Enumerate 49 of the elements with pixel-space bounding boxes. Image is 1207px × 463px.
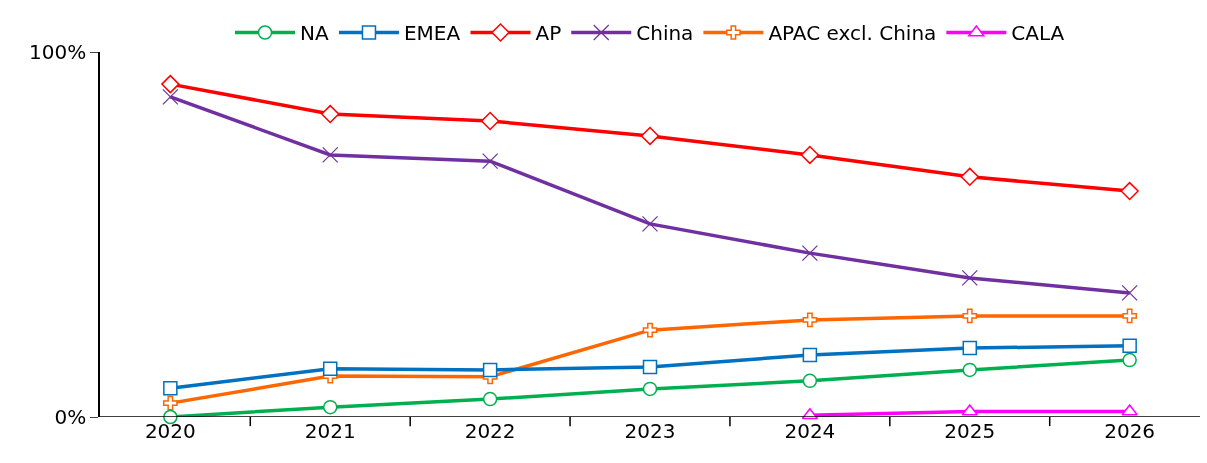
point <box>321 104 340 124</box>
legend-label: China <box>636 21 694 46</box>
point <box>962 340 978 356</box>
point <box>960 167 979 187</box>
x-tick-label: 2023 <box>624 419 676 443</box>
point <box>482 153 499 170</box>
point <box>642 381 658 397</box>
x-tick-label: 2024 <box>784 419 836 443</box>
point <box>642 322 658 338</box>
x-tick-label: 2026 <box>1104 419 1156 443</box>
point <box>801 245 818 262</box>
x-tick-label: 2025 <box>944 419 996 443</box>
point <box>163 380 178 396</box>
point <box>802 373 818 389</box>
point <box>1121 404 1138 416</box>
legend-label: AP <box>535 21 562 46</box>
point <box>161 74 180 94</box>
point <box>640 126 660 146</box>
y-tick-label: 100% <box>29 40 87 64</box>
x-tick-label: 2021 <box>304 419 356 443</box>
point <box>641 215 659 233</box>
x-tick-label: 2020 <box>144 419 196 443</box>
point <box>800 145 820 165</box>
point <box>322 361 338 377</box>
point <box>480 111 500 131</box>
point <box>1122 338 1137 354</box>
point <box>1121 284 1138 301</box>
point <box>642 359 658 375</box>
point <box>802 347 818 363</box>
legend-label: NA <box>300 21 329 46</box>
point <box>962 308 978 324</box>
legend-label: EMEA <box>403 21 461 46</box>
point <box>482 362 498 378</box>
point <box>802 312 818 328</box>
point <box>1122 352 1137 368</box>
point <box>961 269 978 287</box>
point <box>163 409 178 425</box>
legend-label: APAC excl. China <box>768 21 937 46</box>
point <box>1122 308 1137 324</box>
point <box>482 391 498 407</box>
point <box>322 399 338 415</box>
x-tick-label: 2022 <box>464 419 516 443</box>
point <box>163 395 178 411</box>
point <box>162 88 179 105</box>
y-tick-label: 0% <box>54 405 87 429</box>
point <box>962 362 978 378</box>
point <box>1120 181 1139 201</box>
point <box>322 146 339 164</box>
legend-label: CALA <box>1011 21 1065 46</box>
